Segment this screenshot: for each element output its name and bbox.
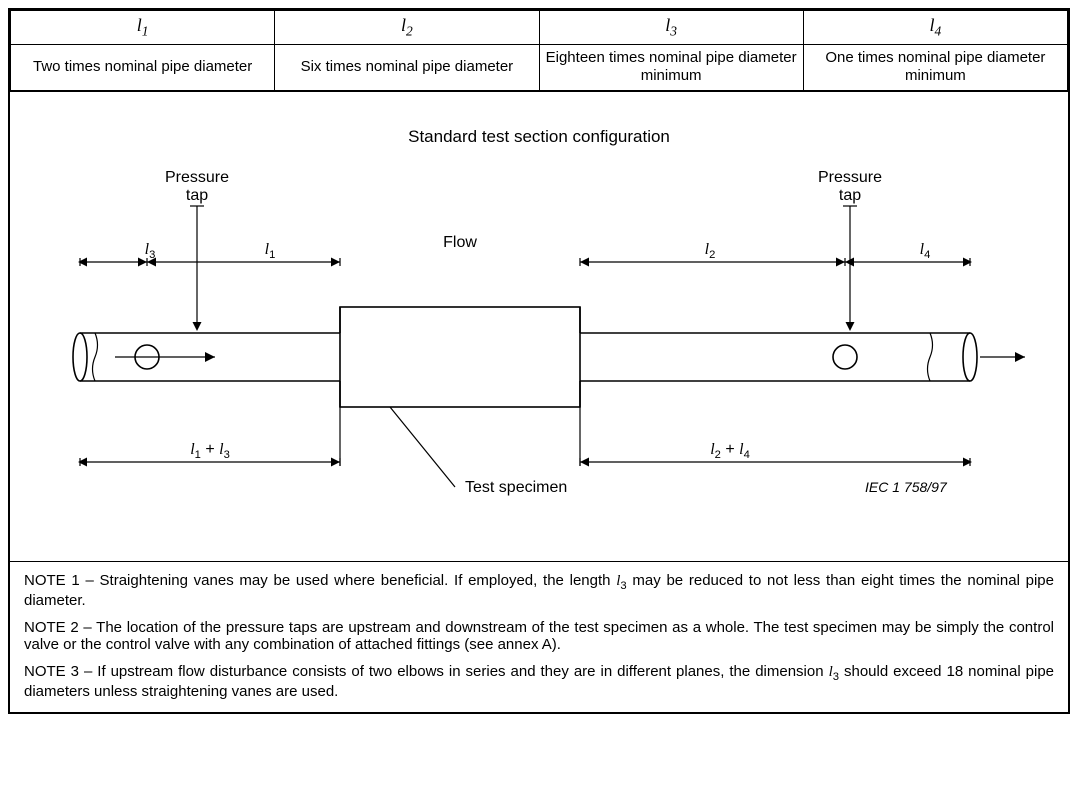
svg-text:Standard test section configur: Standard test section configuration [408, 127, 670, 146]
svg-text:Pressure: Pressure [818, 169, 882, 186]
cell-l2: Six times nominal pipe diameter [275, 44, 539, 91]
test-section-diagram: Standard test section configuration l3 l1 l… [10, 92, 1068, 562]
svg-text:l3: l3 [145, 241, 156, 261]
svg-text:Test specimen: Test specimen [465, 479, 567, 496]
dimension-table: l1 l2 l3 l4 Two times nominal pipe diame… [10, 10, 1068, 91]
svg-text:tap: tap [839, 187, 861, 204]
notes-panel: NOTE 1 – Straightening vanes may be used… [10, 561, 1068, 712]
figure-container: l1 l2 l3 l4 Two times nominal pipe diame… [8, 8, 1070, 714]
cell-l3: Eighteen times nominal pipe diameter min… [539, 44, 803, 91]
table-header-row: l1 l2 l3 l4 [11, 11, 1068, 45]
diagram-panel: Standard test section configuration l3 l1 l… [10, 91, 1068, 561]
col-header-l4: l4 [803, 11, 1067, 45]
svg-text:Pressure: Pressure [165, 169, 229, 186]
svg-text:l2: l2 [705, 241, 716, 261]
svg-text:Flow: Flow [443, 234, 477, 251]
col-header-l2: l2 [275, 11, 539, 45]
cell-l4: One times nominal pipe diameter minimum [803, 44, 1067, 91]
svg-text:tap: tap [186, 187, 208, 204]
col-header-l1: l1 [11, 11, 275, 45]
note-3: NOTE 3 – If upstream flow disturbance co… [24, 663, 1054, 700]
note-2: NOTE 2 – The location of the pressure ta… [24, 619, 1054, 653]
svg-text:l1: l1 [265, 241, 276, 261]
cell-l1: Two times nominal pipe diameter [11, 44, 275, 91]
svg-text:l2 + l4: l2 + l4 [710, 441, 750, 461]
svg-text:l1 + l3: l1 + l3 [190, 441, 230, 461]
col-header-l3: l3 [539, 11, 803, 45]
svg-text:IEC 1 758/97: IEC 1 758/97 [865, 479, 948, 495]
table-desc-row: Two times nominal pipe diameter Six time… [11, 44, 1068, 91]
note-1: NOTE 1 – Straightening vanes may be used… [24, 572, 1054, 609]
svg-text:l4: l4 [920, 241, 931, 261]
